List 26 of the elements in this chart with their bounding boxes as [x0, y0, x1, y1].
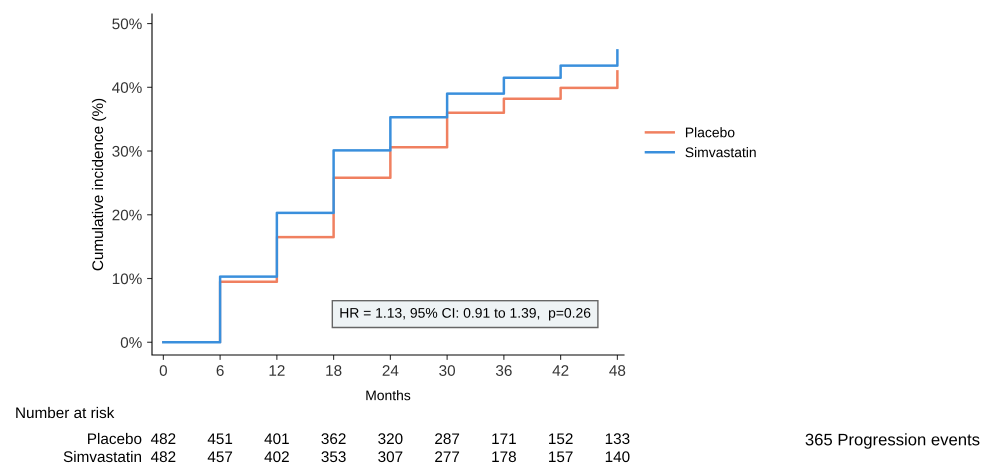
- x-tick-label: 6: [216, 365, 224, 376]
- annotation: HR = 1.13, 95% CI: 0.91 to 1.39, p=0.26: [340, 308, 590, 321]
- y-tick-label: 0%: [120, 337, 142, 348]
- legend-label: Simvastatin: [685, 147, 756, 158]
- x-tick-label: 42: [552, 365, 568, 376]
- x-tick-label: 12: [270, 365, 285, 376]
- text: 482 451 401 362 320 287 171 152 133: [150, 433, 630, 444]
- text: Simvastatin: [64, 450, 142, 462]
- y-tick-label: 10%: [112, 273, 142, 284]
- x-tick-label: 24: [382, 365, 398, 376]
- x-tick-label: 0: [160, 365, 167, 376]
- text: 365 Progression events: [806, 433, 980, 449]
- text: Placebo: [88, 432, 142, 444]
- text: Number at risk: [16, 406, 114, 418]
- text: 482 457 402 353 307 277 178 157 140: [150, 451, 630, 462]
- x-tick-label: 30: [439, 365, 456, 376]
- y-tick-label: 40%: [112, 82, 142, 93]
- x-tick-label: 48: [609, 365, 626, 376]
- y-tick-label: 20%: [112, 210, 142, 220]
- x-axis-title: Months: [366, 390, 410, 400]
- x-tick-label: 36: [496, 365, 512, 376]
- x-tick-label: 18: [326, 365, 342, 376]
- y-tick-label: 50%: [112, 18, 142, 30]
- legend-label: Placebo: [686, 127, 734, 138]
- y-axis-title: Cumulative incidence (%): [92, 98, 106, 270]
- y-tick-label: 30%: [112, 146, 142, 157]
